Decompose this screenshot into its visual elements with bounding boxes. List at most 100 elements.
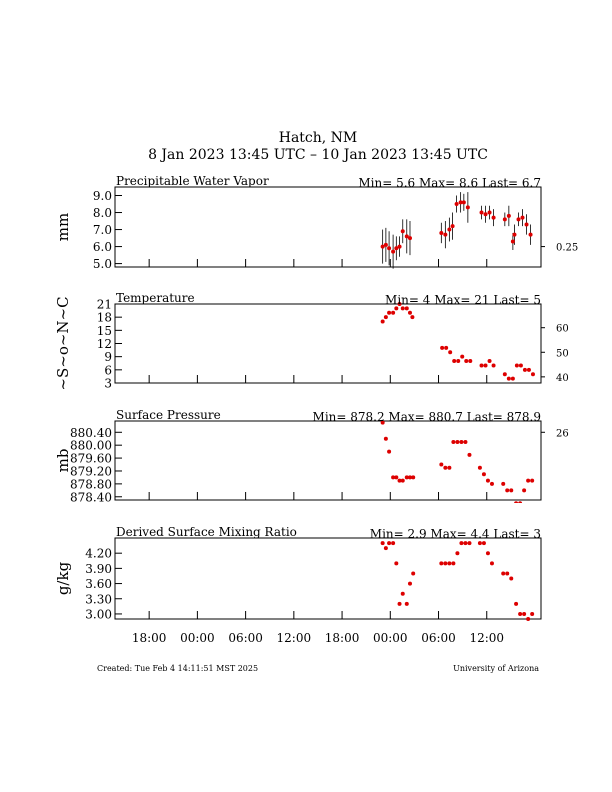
data-point (505, 571, 510, 576)
data-point (502, 217, 507, 222)
data-point (483, 363, 488, 368)
data-point (407, 475, 412, 480)
panel-title: Precipitable Water Vapor (116, 174, 269, 188)
data-point (459, 541, 464, 546)
data-point (439, 561, 444, 566)
data-point (383, 242, 388, 247)
data-point (526, 367, 531, 372)
data-point (443, 232, 448, 237)
y-tick-label: 12 (97, 337, 112, 351)
panel-stats: Min= 4 Max= 21 Last= 5 (385, 293, 541, 307)
data-point (518, 611, 523, 616)
data-point (505, 488, 510, 493)
panel-title: Surface Pressure (116, 408, 221, 422)
y-tick-label: 880.40 (70, 426, 112, 440)
x-tick-label: 18:00 (132, 631, 167, 645)
data-point (447, 561, 452, 566)
data-point (443, 465, 448, 470)
panel-1 (114, 186, 545, 269)
data-point (404, 234, 409, 239)
right-tick-label: 26 (556, 428, 569, 439)
data-point (383, 546, 388, 551)
data-point (522, 611, 527, 616)
panel-stats: Min= 878.2 Max= 880.7 Last= 878.9 (313, 410, 541, 424)
data-point (461, 200, 466, 205)
y-tick-label: 21 (97, 298, 112, 312)
data-layer (380, 302, 535, 381)
data-point (483, 212, 488, 217)
data-point (518, 501, 523, 503)
created-timestamp: Created: Tue Feb 4 14:11:51 MST 2025 (97, 664, 258, 673)
data-point (444, 345, 449, 350)
panel-4 (114, 537, 542, 621)
data-point (394, 306, 399, 311)
data-point (451, 561, 456, 566)
data-point (448, 350, 453, 355)
data-point (509, 576, 514, 581)
data-point (440, 345, 445, 350)
y-tick-label: 3.30 (85, 592, 112, 606)
data-point (410, 315, 415, 320)
data-point (520, 215, 525, 220)
data-point (383, 315, 388, 320)
right-tick-label: 50 (556, 348, 569, 359)
data-point (447, 465, 452, 470)
y-tick-label: 9 (104, 350, 112, 364)
panel-frame (114, 420, 542, 501)
data-point (509, 488, 514, 493)
y-tick-label: 878.80 (70, 477, 112, 491)
y-tick-label: 7.0 (93, 223, 112, 237)
data-point (404, 601, 409, 606)
data-point (452, 359, 457, 364)
data-layer (380, 192, 533, 269)
data-point (400, 478, 405, 483)
panel-stats: Min= 2.9 Max= 4.4 Last= 3 (370, 527, 541, 541)
data-point (477, 465, 482, 470)
data-point (528, 232, 533, 237)
panel-frame (114, 186, 542, 268)
data-point (491, 363, 496, 368)
y-tick-label: 6 (104, 363, 112, 377)
data-point (506, 213, 511, 218)
data-point (479, 210, 484, 215)
data-point (522, 367, 527, 372)
x-tick-label: 18:00 (325, 631, 360, 645)
panel-2 (114, 302, 545, 384)
data-point (460, 354, 465, 359)
y-tick-label: 5.0 (93, 257, 112, 271)
data-point (380, 420, 385, 425)
data-point (489, 561, 494, 566)
y-tick-label: 878.40 (70, 490, 112, 504)
y-tick-label: 3.90 (85, 562, 112, 576)
data-point (380, 319, 385, 324)
data-point (530, 372, 535, 377)
data-point (485, 551, 490, 556)
data-point (530, 478, 535, 483)
y-tick-label: 6.0 (93, 240, 112, 254)
credit-label: University of Arizona (453, 664, 539, 673)
x-tick-label: 12:00 (469, 631, 504, 645)
y-tick-label: 880.00 (70, 439, 112, 453)
data-point (477, 541, 482, 546)
panel-frame (114, 537, 542, 620)
y-tick-label: 3 (104, 377, 112, 391)
y-axis-label: ~S~o~N~C (54, 296, 72, 390)
data-point (394, 475, 399, 480)
data-point (391, 249, 396, 254)
data-layer (380, 541, 535, 621)
data-point (506, 376, 511, 381)
panel-stats: Min= 5.6 Max= 8.6 Last= 6.7 (358, 176, 541, 190)
panel-title: Derived Surface Mixing Ratio (116, 525, 297, 539)
data-point (439, 230, 444, 235)
data-point (411, 571, 416, 576)
data-point (467, 452, 472, 457)
data-point (516, 217, 521, 222)
data-point (467, 541, 472, 546)
y-tick-label: 3.60 (85, 577, 112, 591)
data-point (397, 244, 402, 249)
y-tick-label: 879.20 (70, 464, 112, 478)
data-point (404, 475, 409, 480)
data-point (514, 501, 519, 503)
y-tick-label: 18 (97, 311, 112, 325)
